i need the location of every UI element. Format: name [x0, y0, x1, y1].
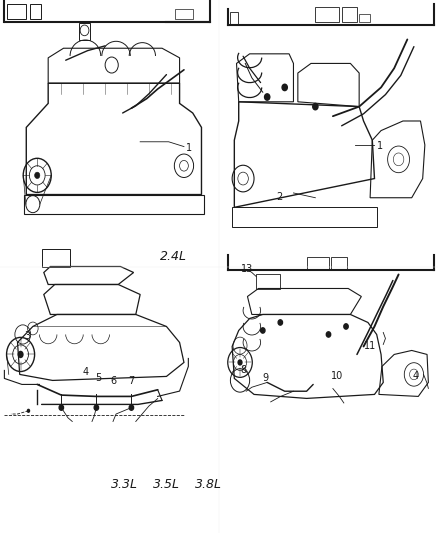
- Circle shape: [282, 84, 287, 91]
- Circle shape: [313, 103, 318, 110]
- Circle shape: [326, 332, 331, 337]
- Circle shape: [278, 320, 283, 325]
- Bar: [230, 12, 238, 24]
- Bar: [307, 257, 328, 269]
- Text: 13: 13: [241, 264, 254, 274]
- Text: 11: 11: [364, 342, 376, 351]
- Text: 9: 9: [262, 374, 268, 383]
- Circle shape: [18, 351, 24, 358]
- Text: 5: 5: [95, 374, 102, 383]
- Bar: [30, 4, 41, 19]
- Circle shape: [129, 405, 134, 410]
- Circle shape: [261, 328, 265, 333]
- Circle shape: [344, 324, 348, 329]
- Text: 4: 4: [82, 367, 88, 377]
- Bar: [331, 257, 347, 269]
- Circle shape: [94, 405, 99, 410]
- Bar: [42, 249, 70, 268]
- Bar: [256, 274, 280, 289]
- Text: 3: 3: [24, 331, 30, 341]
- Circle shape: [265, 94, 270, 100]
- Circle shape: [35, 172, 40, 179]
- Text: 2.4L: 2.4L: [159, 249, 187, 263]
- Circle shape: [27, 409, 30, 413]
- Text: 8: 8: [240, 366, 246, 375]
- Text: 3.3L: 3.3L: [111, 478, 138, 491]
- Text: 3.8L: 3.8L: [194, 478, 222, 491]
- Text: 1: 1: [186, 142, 192, 152]
- Bar: [175, 9, 193, 19]
- Text: 4: 4: [413, 371, 419, 381]
- Text: 2: 2: [276, 192, 283, 202]
- Circle shape: [59, 405, 64, 410]
- Text: 1: 1: [377, 141, 383, 151]
- Bar: [79, 23, 90, 40]
- Text: 10: 10: [331, 371, 343, 381]
- Bar: [232, 207, 377, 227]
- Bar: [24, 195, 204, 214]
- Text: 3.5L: 3.5L: [153, 478, 180, 491]
- Text: 6: 6: [111, 376, 117, 386]
- Bar: [359, 14, 370, 22]
- Bar: [315, 7, 339, 22]
- Bar: [7, 4, 26, 19]
- Text: 7: 7: [128, 376, 134, 386]
- Bar: [342, 7, 357, 22]
- Circle shape: [237, 359, 243, 366]
